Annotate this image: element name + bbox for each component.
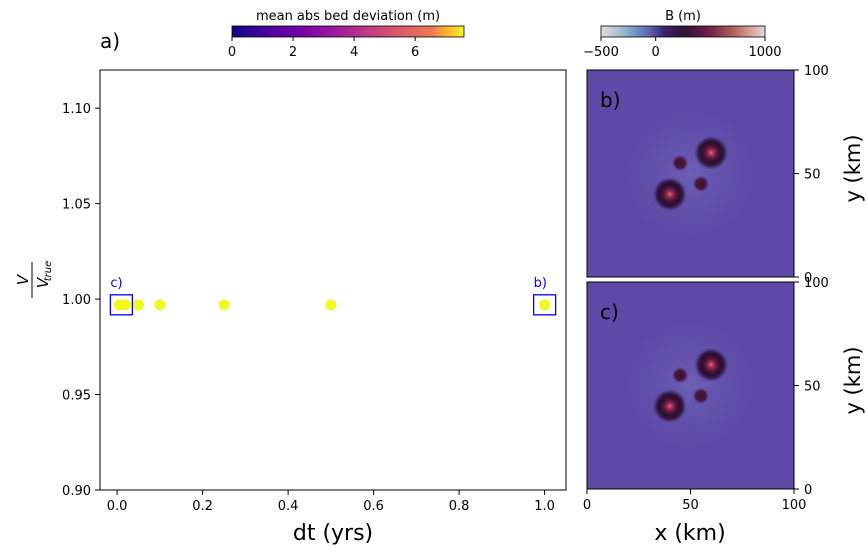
- y-axis-label-numerator: V: [14, 273, 32, 285]
- scatter-plot-frame: [99, 69, 567, 491]
- colorbar-deviation-tick-label: 2: [289, 45, 297, 60]
- bed-map-x-tick-label: 0: [583, 498, 591, 513]
- colorbar-deviation-tick-label: 6: [411, 45, 419, 60]
- bed-mound-small: [671, 366, 689, 384]
- y-axis-label: V V true: [14, 261, 54, 298]
- bed-mound-large: [652, 176, 688, 212]
- x-tick-label: 0.0: [107, 499, 128, 514]
- x-tick-label: 1.0: [534, 499, 555, 514]
- bed-map-y-axis-label: y (km): [841, 134, 865, 202]
- bed-mound-small: [692, 175, 710, 193]
- y-axis-label-subscript: true: [43, 261, 54, 282]
- bed-mound-large: [693, 347, 729, 383]
- data-point: [325, 299, 337, 311]
- colorbar-deviation-tick-label: 0: [228, 45, 236, 60]
- colorbar-bed-label: B (m): [665, 9, 701, 24]
- bed-map-x-tick-label: 100: [782, 498, 807, 513]
- bed-map-x-tick-label: 50: [682, 498, 699, 513]
- map-x-axis-label: x (km): [654, 521, 725, 546]
- x-axis-label: dt (yrs): [293, 521, 373, 546]
- scatter-plot: 0.900.951.001.051.10 0.0 0.2 0.4 0.6 0.8 1.0 …: [14, 69, 567, 546]
- data-point: [120, 299, 132, 311]
- y-tick-label: 1.10: [62, 102, 91, 117]
- bed-mound-large: [693, 135, 729, 171]
- colorbar-deviation-tick-label: 4: [350, 45, 358, 60]
- panel-a-label: a): [100, 29, 120, 53]
- bed-map-y-tick-label: 0: [804, 483, 812, 498]
- bed-mound-large: [652, 388, 688, 424]
- bed-map-y-tick-label: 0: [804, 271, 812, 286]
- data-point: [539, 299, 551, 311]
- bed-map-panel-b: b) 0 50 100 y (km): [586, 64, 865, 286]
- bed-map-panel-label: c): [600, 300, 619, 324]
- colorbar-bed-tick-label: 0: [652, 45, 660, 60]
- colorbar-deviation-bar: [231, 25, 465, 38]
- colorbar-deviation-label: mean abs bed deviation (m): [256, 9, 440, 24]
- bed-map-halo: [611, 306, 770, 465]
- data-point: [154, 299, 166, 311]
- bed-map-y-tick-label: 100: [804, 64, 829, 79]
- bed-map-halo: [611, 94, 770, 253]
- y-tick-label: 0.95: [62, 389, 91, 404]
- bed-map-panel-c: c) 0 50 100 y (km) 0 50 100: [583, 276, 865, 513]
- data-point: [132, 299, 144, 311]
- annotation-label: b): [534, 276, 547, 291]
- x-tick-label: 0.4: [278, 499, 299, 514]
- x-tick-label: 0.2: [192, 499, 213, 514]
- x-tick-label: 0.8: [449, 499, 470, 514]
- bed-map-panel-label: b): [600, 88, 621, 112]
- bed-map-y-tick-label: 50: [804, 380, 821, 395]
- annotation-label: c): [110, 276, 122, 291]
- colorbar-bed-bar: [600, 25, 766, 38]
- x-tick-label: 0.6: [363, 499, 384, 514]
- bed-map-y-tick-label: 100: [804, 276, 829, 291]
- bed-map-y-axis-label: y (km): [841, 346, 865, 414]
- annotation-box: [532, 294, 557, 316]
- svg-text:V: V: [34, 276, 52, 288]
- colorbar-deviation: mean abs bed deviation (m) 0 2 4 6: [228, 9, 465, 60]
- data-point: [218, 299, 230, 311]
- colorbar-bed: B (m) −500 0 1000: [583, 9, 781, 60]
- colorbar-bed-tick-label: −500: [583, 45, 619, 60]
- annotation-box: [109, 294, 134, 316]
- bed-map-y-tick-label: 50: [804, 168, 821, 183]
- bed-mound-small: [671, 154, 689, 172]
- colorbar-bed-tick-label: 1000: [748, 45, 781, 60]
- y-tick-label: 0.90: [62, 484, 91, 499]
- y-tick-label: 1.00: [62, 293, 91, 308]
- y-tick-label: 1.05: [62, 198, 91, 213]
- bed-mound-small: [692, 387, 710, 405]
